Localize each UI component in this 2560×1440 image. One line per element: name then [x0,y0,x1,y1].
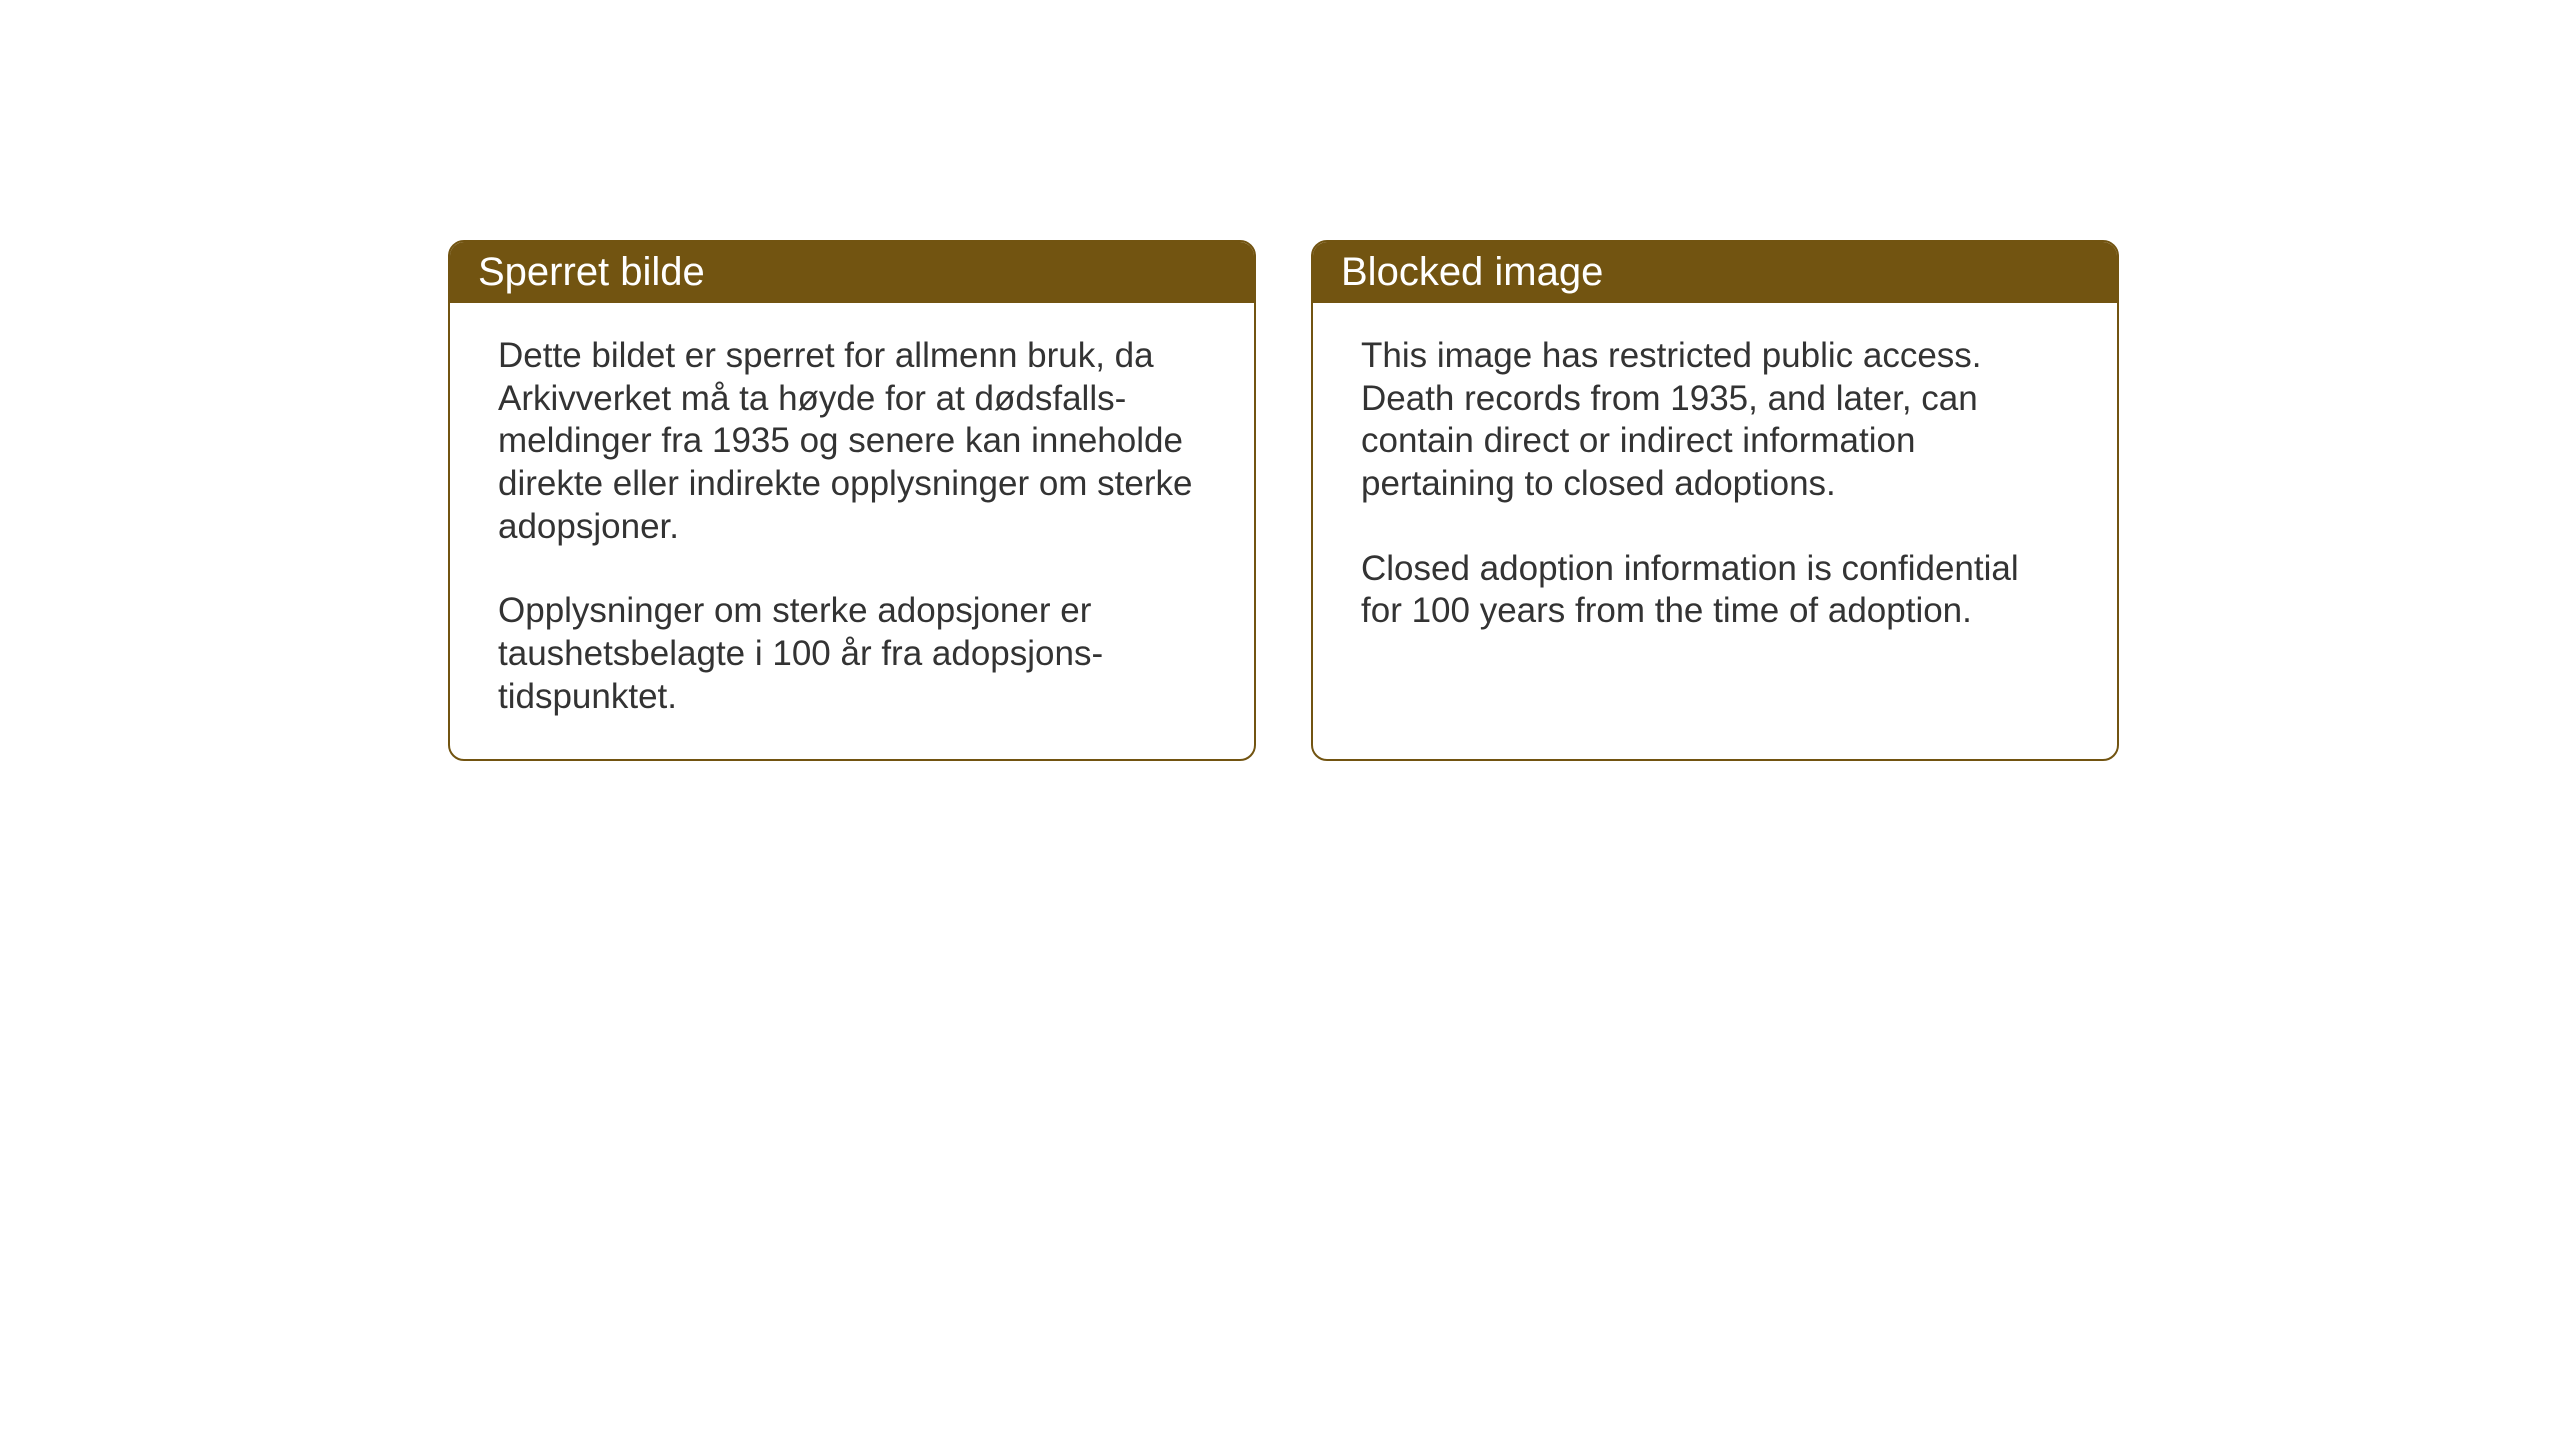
panel-english-paragraph2: Closed adoption information is confident… [1361,548,2069,633]
panel-norwegian-paragraph1: Dette bildet er sperret for allmenn bruk… [498,335,1206,548]
panel-norwegian: Sperret bilde Dette bildet er sperret fo… [448,240,1256,761]
panel-english: Blocked image This image has restricted … [1311,240,2119,761]
panel-english-body: This image has restricted public access.… [1313,303,2117,673]
panel-english-paragraph1: This image has restricted public access.… [1361,335,2069,506]
panel-norwegian-paragraph2: Opplysninger om sterke adopsjoner er tau… [498,590,1206,718]
panel-norwegian-header: Sperret bilde [450,242,1254,303]
panel-norwegian-body: Dette bildet er sperret for allmenn bruk… [450,303,1254,759]
panel-norwegian-title: Sperret bilde [478,250,705,294]
panel-english-title: Blocked image [1341,250,1603,294]
panels-container: Sperret bilde Dette bildet er sperret fo… [448,240,2119,761]
panel-english-header: Blocked image [1313,242,2117,303]
